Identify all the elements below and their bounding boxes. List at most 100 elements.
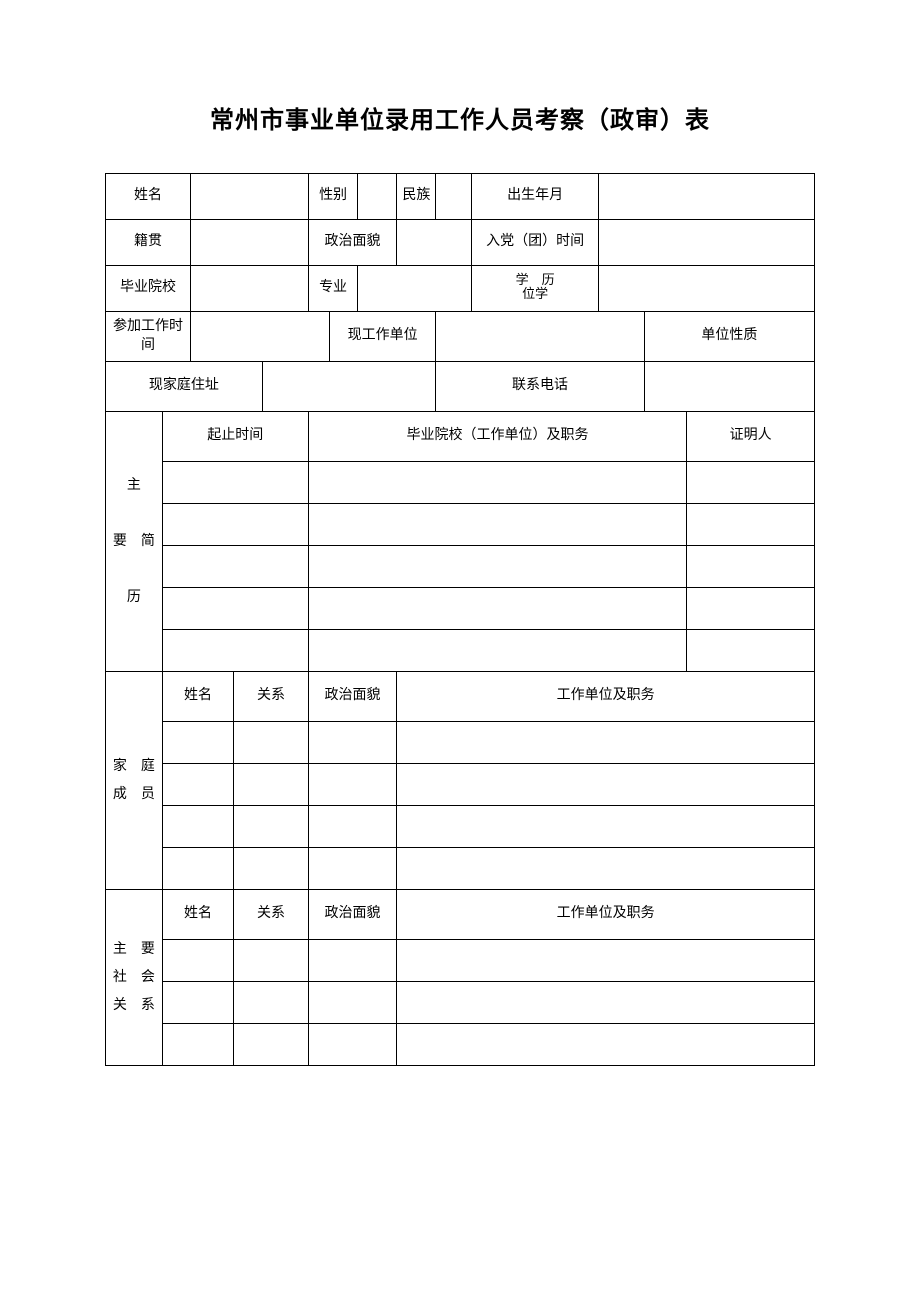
value-major [358,266,471,312]
label-soc-political: 政治面貌 [308,890,397,940]
value-phone [644,362,814,412]
resume-row-2 [106,504,815,546]
soc-unit-1 [397,940,815,982]
label-soc-name: 姓名 [162,890,234,940]
label-native-place: 籍贯 [106,220,191,266]
label-soc-rel: 关系 [234,890,308,940]
label-fam-name: 姓名 [162,672,234,722]
fam-name-1 [162,722,234,764]
soc-political-1 [308,940,397,982]
row-basic-3: 毕业院校 专业 学 历位学 [106,266,815,312]
row-basic-5: 现家庭住址 联系电话 [106,362,815,412]
soc-name-2 [162,982,234,1024]
row-resume-header: 主要 简历 起止时间 毕业院校（工作单位）及职务 证明人 [106,412,815,462]
soc-name-1 [162,940,234,982]
value-work-start [191,312,330,362]
resume-witness-3 [687,546,815,588]
fam-political-1 [308,722,397,764]
resume-row-5 [106,630,815,672]
row-family-header: 家 庭成 员 姓名 关系 政治面貌 工作单位及职务 [106,672,815,722]
fam-unit-1 [397,722,815,764]
family-row-3 [106,806,815,848]
fam-political-3 [308,806,397,848]
row-social-header: 主 要社 会关 系 姓名 关系 政治面貌 工作单位及职务 [106,890,815,940]
fam-rel-1 [234,722,308,764]
label-name: 姓名 [106,174,191,220]
value-name [191,174,309,220]
soc-political-2 [308,982,397,1024]
fam-rel-4 [234,848,308,890]
fam-unit-2 [397,764,815,806]
family-row-1 [106,722,815,764]
social-row-1 [106,940,815,982]
value-party-date [599,220,815,266]
label-resume-unit: 毕业院校（工作单位）及职务 [308,412,687,462]
fam-rel-3 [234,806,308,848]
label-fam-rel: 关系 [234,672,308,722]
fam-name-3 [162,806,234,848]
fam-name-2 [162,764,234,806]
soc-unit-3 [397,1024,815,1066]
label-fam-unit: 工作单位及职务 [397,672,815,722]
soc-rel-1 [234,940,308,982]
label-current-unit: 现工作单位 [330,312,436,362]
label-resume-witness: 证明人 [687,412,815,462]
resume-unit-2 [308,504,687,546]
label-party-date: 入党（团）时间 [471,220,599,266]
value-home-addr [262,362,436,412]
social-row-3 [106,1024,815,1066]
row-basic-2: 籍贯 政治面貌 入党（团）时间 [106,220,815,266]
label-resume: 主要 简历 [106,412,163,672]
value-gender [358,174,397,220]
soc-political-3 [308,1024,397,1066]
label-family: 家 庭成 员 [106,672,163,890]
row-basic-1: 姓名 性别 民族 出生年月 [106,174,815,220]
value-degree [599,266,815,312]
soc-rel-3 [234,1024,308,1066]
fam-political-4 [308,848,397,890]
fam-unit-4 [397,848,815,890]
soc-unit-2 [397,982,815,1024]
fam-rel-2 [234,764,308,806]
label-ethnicity: 民族 [397,174,436,220]
social-row-2 [106,982,815,1024]
resume-unit-5 [308,630,687,672]
label-gender: 性别 [308,174,358,220]
label-phone: 联系电话 [436,362,644,412]
label-political: 政治面貌 [308,220,397,266]
resume-witness-2 [687,504,815,546]
label-major: 专业 [308,266,358,312]
label-resume-period: 起止时间 [162,412,308,462]
label-work-start: 参加工作时间 [106,312,191,362]
resume-period-2 [162,504,308,546]
label-grad-school: 毕业院校 [106,266,191,312]
label-dob: 出生年月 [471,174,599,220]
label-social: 主 要社 会关 系 [106,890,163,1066]
resume-row-3 [106,546,815,588]
label-degree: 学 历位学 [471,266,599,312]
row-basic-4: 参加工作时间 现工作单位 单位性质 [106,312,815,362]
label-home-addr: 现家庭住址 [106,362,263,412]
resume-row-1 [106,462,815,504]
resume-period-4 [162,588,308,630]
soc-rel-2 [234,982,308,1024]
resume-unit-4 [308,588,687,630]
value-political [397,220,471,266]
fam-unit-3 [397,806,815,848]
fam-name-4 [162,848,234,890]
family-row-2 [106,764,815,806]
value-ethnicity [436,174,471,220]
resume-row-4 [106,588,815,630]
resume-unit-3 [308,546,687,588]
label-unit-nature: 单位性质 [644,312,814,362]
label-fam-political: 政治面貌 [308,672,397,722]
resume-witness-5 [687,630,815,672]
family-row-4 [106,848,815,890]
resume-witness-4 [687,588,815,630]
label-degree-text: 学 历位学 [516,273,555,302]
resume-period-1 [162,462,308,504]
page-title: 常州市事业单位录用工作人员考察（政审）表 [105,100,815,135]
resume-period-5 [162,630,308,672]
resume-period-3 [162,546,308,588]
fam-political-2 [308,764,397,806]
